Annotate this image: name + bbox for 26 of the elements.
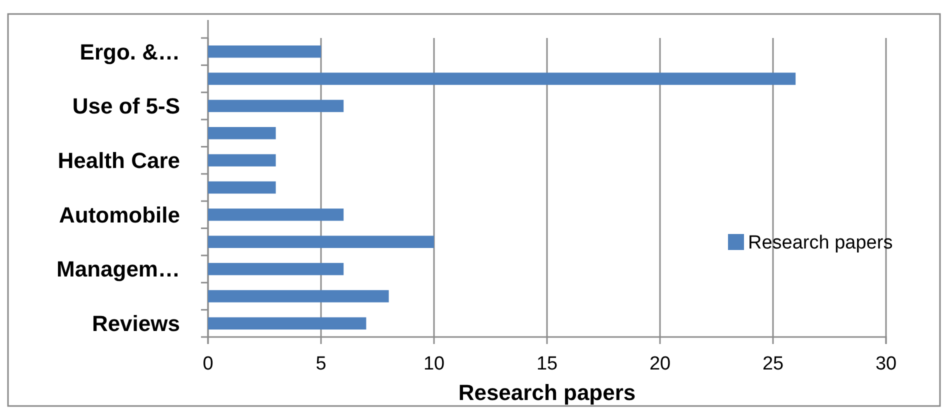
x-tick-label: 10 [423, 353, 445, 374]
x-tick-label: 0 [202, 353, 214, 374]
x-tick-label: 20 [649, 353, 671, 374]
y-tick-label: Managem… [56, 256, 180, 282]
x-tick-label: 15 [536, 353, 558, 374]
bar [208, 181, 276, 194]
x-tick-label: 30 [875, 353, 897, 374]
y-tick-label: Reviews [92, 311, 180, 336]
legend-label: Research papers [748, 232, 893, 254]
bar [208, 127, 276, 140]
y-tick-label: Health Care [58, 148, 180, 174]
bar [208, 208, 344, 221]
x-tick-label: 5 [316, 353, 326, 374]
x-axis-title: Research papers [458, 380, 636, 405]
bar [208, 236, 434, 248]
bar [208, 72, 796, 85]
bar [208, 262, 344, 276]
bar [208, 154, 276, 166]
bar [208, 317, 366, 330]
y-tick-label: Use of 5-S [72, 94, 180, 119]
y-tick-label: Automobile [59, 202, 180, 228]
y-tick-label: Ergo. &… [80, 39, 180, 64]
bar [208, 45, 321, 58]
x-tick-label: 25 [762, 353, 784, 374]
bar [208, 100, 344, 112]
bar [208, 290, 389, 302]
